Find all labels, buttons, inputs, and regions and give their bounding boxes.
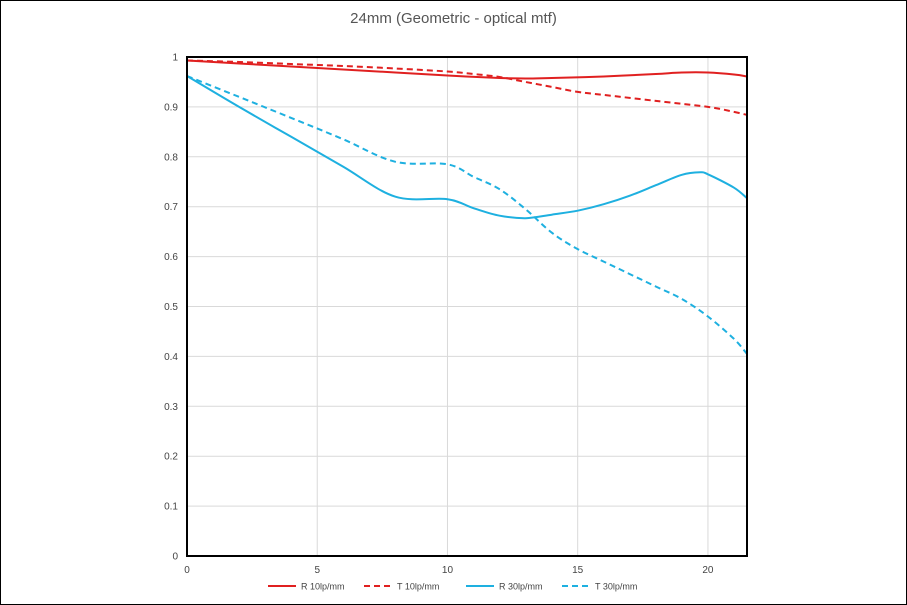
y-tick-label: 0.4 [164,352,178,363]
grid [186,56,747,557]
y-tick-label: 0.6 [164,252,178,263]
legend-label: R 10lp/mm [301,582,345,592]
y-tick-label: 0.2 [164,452,178,463]
y-tick-label: 0.5 [164,302,178,313]
x-tick-label: 15 [572,565,584,576]
chart-title: 24mm (Geometric - optical mtf) [350,10,557,27]
series-line-t-30lp-mm [186,75,748,355]
legend-label: R 30lp/mm [499,582,543,592]
series-line-r-10lp-mm [186,59,748,80]
y-tick-label: 0.3 [164,402,178,413]
series-lines [186,59,748,355]
x-tick-label: 0 [184,565,190,576]
y-tick-label: 0 [172,552,178,563]
series-line-r-30lp-mm [186,75,748,220]
plot-area-border [186,56,748,557]
x-tick-label: 20 [702,565,714,576]
y-tick-label: 0.8 [164,152,178,163]
y-tick-label: 0.1 [164,502,178,513]
tick-labels: 00.10.20.30.40.50.60.70.80.910 5 10 15 20 [164,53,714,577]
y-tick-label: 1 [172,53,178,64]
x-tick-label: 5 [314,565,320,576]
series-line-t-10lp-mm [186,59,748,116]
legend: R 10lp/mm T 10lp/mm R 30lp/mm T 30lp/mm [268,582,637,592]
y-tick-label: 0.7 [164,202,178,213]
x-tick-label: 10 [442,565,454,576]
legend-label: T 10lp/mm [397,582,439,592]
legend-label: T 30lp/mm [595,582,637,592]
y-tick-label: 0.9 [164,102,178,113]
